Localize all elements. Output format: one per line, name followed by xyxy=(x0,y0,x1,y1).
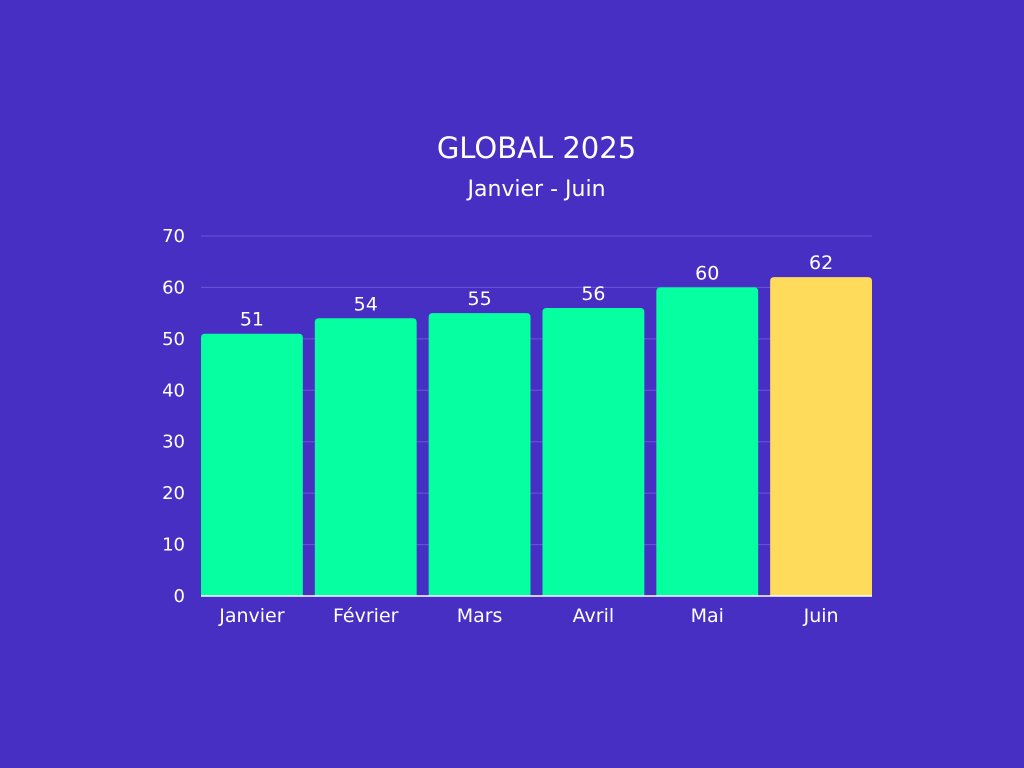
bar-mai xyxy=(656,287,759,596)
y-tick-label: 40 xyxy=(162,380,185,401)
y-tick-label: 0 xyxy=(174,586,185,607)
bar-juin xyxy=(770,277,872,596)
x-category-label: Janvier xyxy=(218,605,285,627)
bar-janvier xyxy=(201,333,303,596)
data-label: 60 xyxy=(695,262,719,284)
chart-subtitle: Janvier - Juin xyxy=(467,177,606,202)
bar-mars xyxy=(428,313,531,596)
y-tick-label: 60 xyxy=(162,277,185,298)
data-label: 55 xyxy=(467,288,491,310)
x-category-label: Mars xyxy=(457,605,503,627)
x-category-label: Mai xyxy=(691,605,724,627)
x-category-label: Février xyxy=(333,605,399,627)
data-label: 56 xyxy=(581,283,605,305)
x-category-label: Avril xyxy=(573,605,615,627)
x-category-label: Juin xyxy=(803,605,839,627)
bar-avril xyxy=(542,308,645,596)
bar-février xyxy=(314,318,417,596)
data-label: 51 xyxy=(240,309,264,331)
y-tick-label: 20 xyxy=(162,483,185,504)
y-tick-label: 10 xyxy=(162,535,185,556)
y-tick-label: 30 xyxy=(162,432,185,453)
data-label: 54 xyxy=(354,293,378,315)
y-tick-label: 70 xyxy=(162,226,185,247)
chart-title: GLOBAL 2025 xyxy=(436,131,637,165)
data-label: 62 xyxy=(809,252,833,274)
y-tick-label: 50 xyxy=(162,329,185,350)
